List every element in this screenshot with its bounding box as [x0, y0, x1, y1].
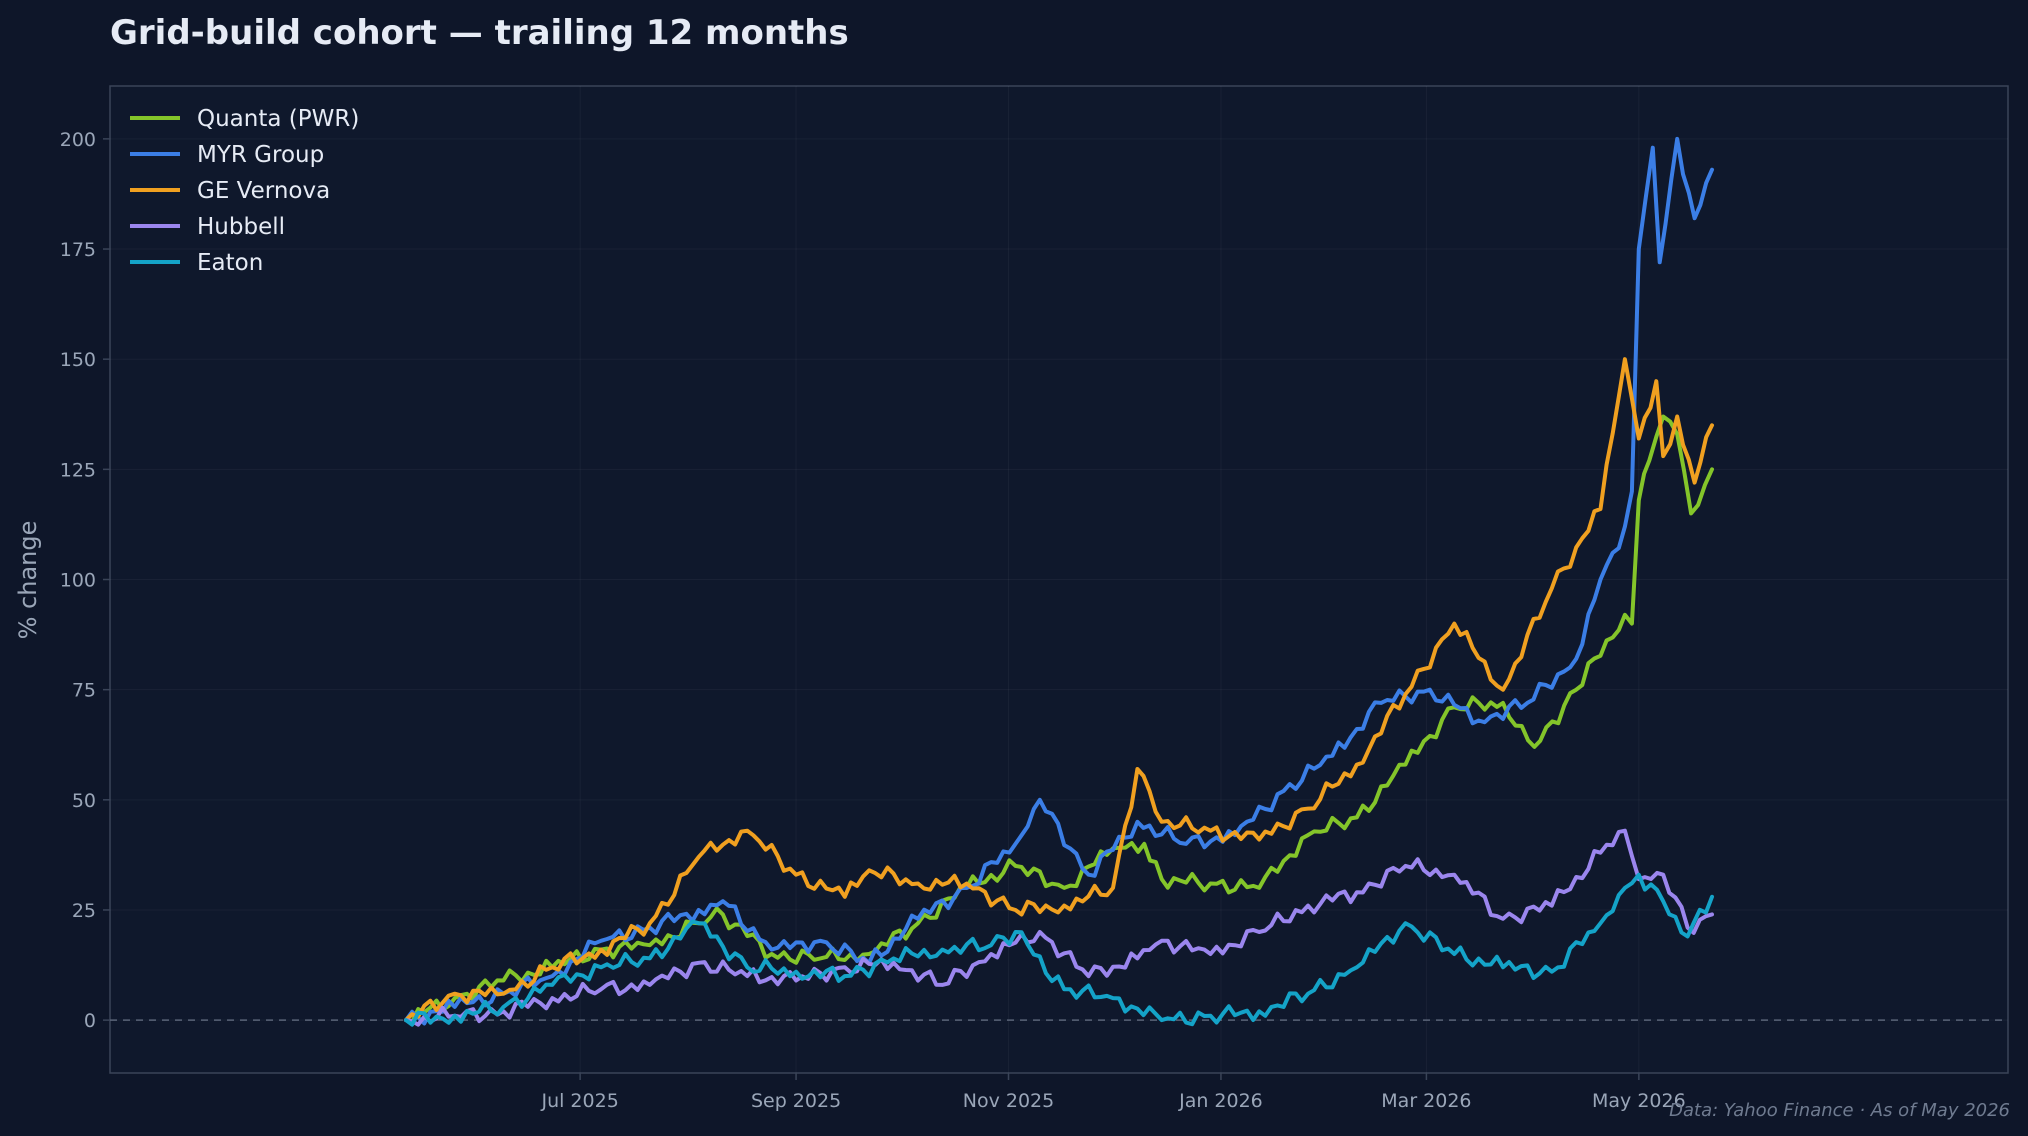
y-axis-ticks: 0 25 50 75 100 125 150 175 200: [60, 129, 110, 1032]
y-tick-label: 100: [60, 570, 96, 592]
chart-title: Grid-build cohort — trailing 12 months: [110, 13, 849, 53]
y-tick-label: 75: [72, 680, 96, 702]
x-tick-label: May 2026: [1592, 1090, 1686, 1112]
y-tick-label: 25: [72, 900, 96, 922]
y-axis-label: % change: [14, 521, 42, 640]
y-tick-label: 175: [60, 239, 96, 261]
legend-label: Hubbell: [197, 214, 285, 240]
series-line: [404, 828, 1714, 1027]
series-layer: [404, 136, 1714, 1027]
x-tick-label: Sep 2025: [751, 1090, 841, 1112]
legend: Quanta (PWR) MYR Group GE Vernova Hubbell Ea…: [130, 106, 359, 276]
series-line: [404, 414, 1714, 1024]
legend-label: MYR Group: [197, 142, 324, 168]
x-tick-label: Mar 2026: [1381, 1090, 1471, 1112]
y-tick-label: 200: [60, 129, 96, 151]
y-tick-label: 150: [60, 349, 96, 371]
y-tick-label: 50: [72, 790, 96, 812]
legend-label: GE Vernova: [197, 178, 330, 204]
source-footnote: Data: Yahoo Finance · As of May 2026: [1669, 1100, 2010, 1121]
series-line: [404, 357, 1714, 1023]
legend-label: Quanta (PWR): [197, 106, 359, 132]
x-tick-label: Jul 2025: [540, 1090, 618, 1112]
y-tick-label: 0: [84, 1010, 96, 1032]
x-tick-label: Nov 2025: [963, 1090, 1054, 1112]
series-line: [404, 872, 1714, 1027]
y-tick-label: 125: [60, 459, 96, 481]
x-tick-label: Jan 2026: [1178, 1090, 1263, 1112]
x-axis-ticks: Jul 2025 Sep 2025 Nov 2025 Jan 2026 Mar 2026…: [540, 1073, 1686, 1112]
legend-label: Eaton: [197, 250, 263, 276]
